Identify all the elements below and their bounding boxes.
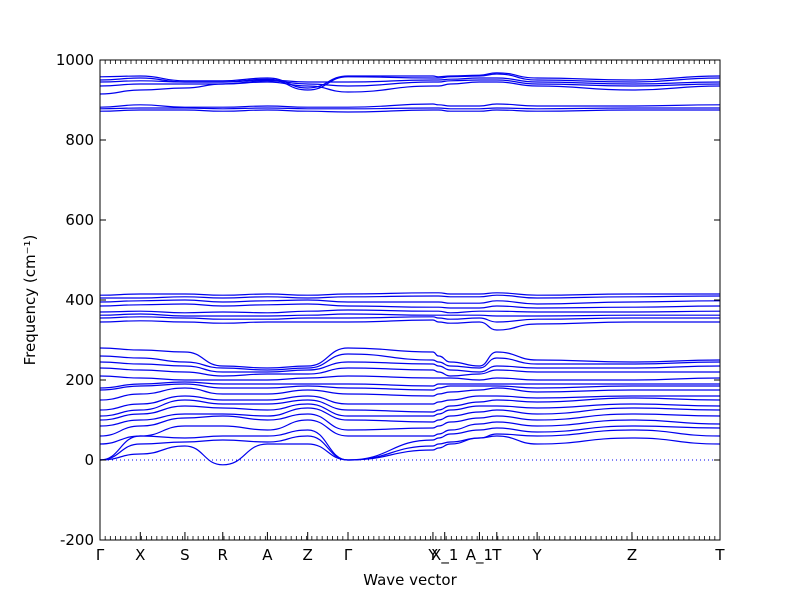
band-line — [99, 309, 721, 314]
band-line — [99, 367, 720, 377]
band-line — [99, 79, 721, 87]
y-tick-label: 600 — [65, 211, 94, 229]
band-line — [99, 353, 721, 371]
y-tick-label: 800 — [65, 131, 94, 149]
band-line — [99, 72, 721, 89]
y-tick-label: -200 — [60, 531, 94, 549]
band-line — [99, 303, 721, 309]
x-tick-label: Z — [627, 546, 637, 564]
y-axis-title: Frequency (cm⁻¹) — [21, 235, 39, 366]
band-line — [99, 429, 721, 461]
band-line — [99, 403, 721, 421]
band-line — [99, 81, 721, 95]
band-line — [99, 347, 721, 369]
x-tick-label: A — [262, 546, 273, 564]
band-line — [99, 435, 721, 466]
band-line — [99, 107, 720, 110]
band-line — [99, 292, 720, 296]
band-line — [99, 299, 721, 305]
band-line — [99, 316, 720, 323]
band-line — [99, 413, 721, 437]
y-tick-label: 200 — [65, 371, 94, 389]
x-tick-label: T — [714, 546, 725, 564]
x-tick-label: X — [135, 546, 145, 564]
band-line — [99, 425, 721, 461]
band-line — [99, 103, 721, 108]
x-axis-title: Wave vector — [363, 571, 457, 589]
x-tick-label: Y — [427, 546, 438, 564]
x-tick-label: X_1 — [431, 546, 458, 565]
x-tick-label: R — [218, 546, 228, 564]
y-tick-label: 400 — [65, 291, 94, 309]
band-line — [99, 383, 720, 391]
x-tick-label: S — [180, 546, 190, 564]
band-line — [99, 375, 721, 381]
band-line — [99, 313, 720, 317]
x-tick-label: Γ — [344, 546, 353, 564]
band-lines — [99, 72, 721, 466]
band-line — [99, 361, 721, 373]
y-tick-label: 0 — [84, 451, 94, 469]
x-tick-label: Γ — [96, 546, 105, 564]
band-line — [99, 73, 721, 91]
x-tick-label: A_1 — [466, 546, 493, 565]
band-line — [99, 419, 721, 445]
band-line — [99, 395, 720, 411]
band-line — [99, 319, 720, 331]
band-line — [99, 397, 721, 417]
axis-ticks — [99, 59, 721, 541]
x-tick-label: Z — [303, 546, 313, 564]
band-line — [99, 387, 720, 401]
y-tick-label: 1000 — [56, 51, 94, 69]
band-line — [99, 109, 720, 113]
band-line — [99, 294, 721, 299]
band-line — [99, 407, 721, 427]
x-tick-label: T — [491, 546, 502, 564]
x-tick-label: Y — [532, 546, 543, 564]
band-line — [99, 381, 720, 389]
